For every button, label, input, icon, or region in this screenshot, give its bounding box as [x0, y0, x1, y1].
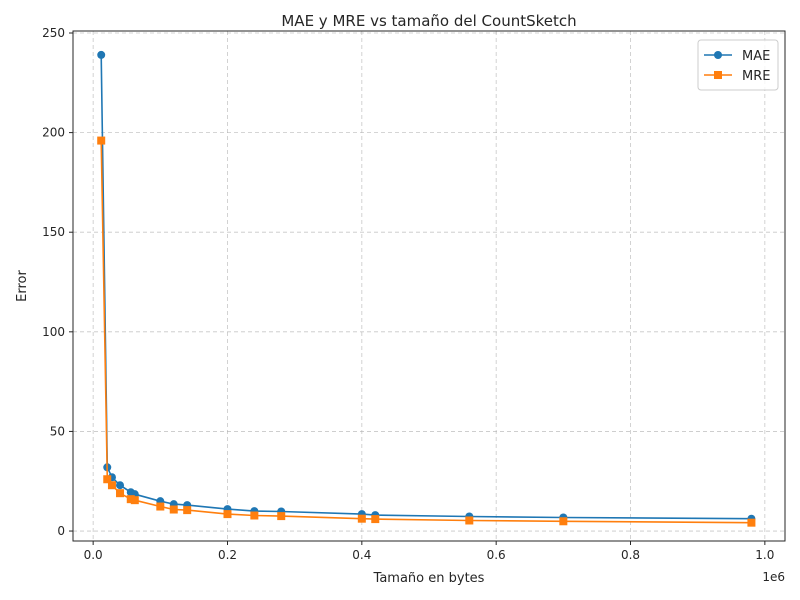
mre-point [156, 502, 165, 511]
series-layer [97, 50, 756, 527]
mre-point [277, 512, 286, 521]
x-tick-label: 0.0 [84, 548, 103, 562]
chart-title: MAE y MRE vs tamaño del CountSketch [281, 12, 576, 30]
legend-label-mae: MAE [742, 49, 770, 64]
x-tick-label: 0.8 [621, 548, 640, 562]
mre-point [107, 481, 116, 490]
tick-layer: 0.0 0.2 0.4 0.6 0.8 1.0 0 50 100 150 200 250 [42, 26, 774, 562]
x-tick-label: 0.6 [487, 548, 506, 562]
y-tick-label: 250 [42, 26, 65, 40]
mre-point [126, 495, 135, 504]
y-tick-label: 150 [42, 225, 65, 239]
mre-point [223, 510, 232, 519]
legend: MAE MRE [697, 39, 779, 91]
y-tick-label: 0 [57, 524, 65, 538]
mre-point [183, 506, 192, 515]
mre-point [747, 518, 756, 527]
y-tick-label: 200 [42, 126, 65, 140]
x-tick-label: 0.4 [352, 548, 371, 562]
legend-label-mre: MRE [742, 69, 770, 84]
mre-point [250, 511, 259, 520]
x-axis-label: Tamaño en bytes [373, 571, 485, 586]
grid [73, 31, 785, 541]
x-axis-offset-label: 1e6 [762, 570, 785, 584]
plot-frame [72, 30, 786, 542]
mre-point [116, 489, 125, 498]
y-axis-label: Error [15, 270, 30, 302]
y-tick-label: 100 [42, 325, 65, 339]
mre-point [130, 496, 139, 505]
mre-point [371, 515, 380, 524]
legend-marker-mae [714, 51, 722, 59]
mre-point [357, 514, 366, 523]
y-tick-label: 50 [50, 424, 65, 438]
legend-marker-mre [714, 71, 722, 79]
x-tick-label: 1.0 [755, 548, 774, 562]
mre-point [97, 136, 106, 145]
mre-point [103, 475, 112, 484]
mre-point [559, 517, 568, 526]
mae-point [116, 481, 125, 490]
x-tick-label: 0.2 [218, 548, 237, 562]
mre-point [465, 516, 474, 525]
mae-point [97, 50, 106, 59]
mre-point [169, 505, 178, 514]
